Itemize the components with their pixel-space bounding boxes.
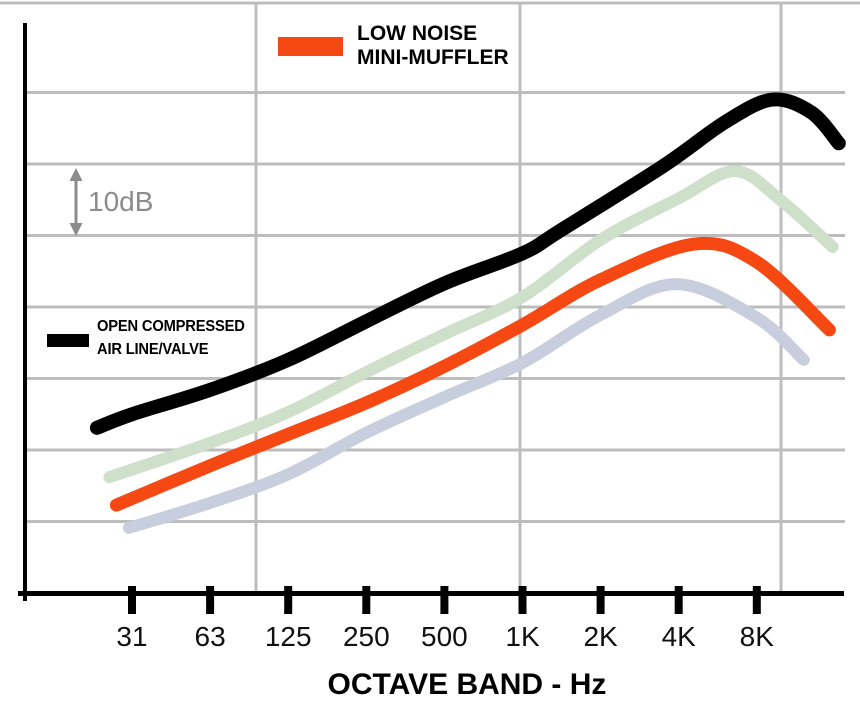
x-axis-tick — [284, 586, 293, 614]
open-air-legend-label-line1: OPEN COMPRESSED — [97, 318, 245, 335]
x-axis-tick-label-125: 125 — [264, 621, 312, 652]
series-unlabeled-green — [103, 165, 839, 484]
scale-indicator-arrow — [69, 168, 83, 236]
y-axis-line — [23, 23, 27, 601]
series-low-noise-mini-muffler — [109, 236, 836, 512]
series-open-compressed-air-line — [89, 92, 846, 435]
x-axis-line — [18, 591, 844, 596]
open-air-legend-swatch — [47, 334, 89, 347]
muffler-legend-label-line2: MINI-MUFFLER — [357, 46, 509, 69]
x-axis-tick — [206, 586, 215, 614]
x-axis-tick — [128, 586, 136, 614]
x-axis-tick-label-250: 250 — [342, 621, 390, 652]
open-air-legend-label-line2: AIR LINE/VALVE — [97, 341, 209, 358]
x-axis-tick-label-500: 500 — [421, 621, 468, 652]
x-axis-tick — [362, 586, 371, 614]
series-unlabeled-lavender — [122, 278, 810, 534]
axes — [18, 23, 844, 601]
x-axis-tick — [518, 586, 527, 614]
x-axis-tick-label-1K: 1K — [505, 621, 540, 652]
x-axis-tick — [596, 586, 605, 614]
muffler-legend-swatch — [278, 37, 343, 56]
muffler-legend-label-line1: LOW NOISE — [357, 22, 478, 45]
x-axis-tick-label-63: 63 — [194, 621, 226, 652]
x-axis-tick-label-2K: 2K — [583, 621, 618, 652]
x-axis-tick-label-8K: 8K — [739, 621, 774, 652]
x-axis-ticks — [128, 586, 761, 614]
x-axis-tick — [674, 586, 683, 614]
scale-indicator-label: 10dB — [88, 186, 154, 217]
x-axis-tick — [440, 586, 449, 614]
x-axis-tick-label-31: 31 — [116, 621, 148, 652]
x-axis-tick-label-4K: 4K — [661, 621, 696, 652]
x-axis-title: OCTAVE BAND - Hz — [327, 668, 607, 701]
x-axis-tick — [752, 586, 761, 614]
